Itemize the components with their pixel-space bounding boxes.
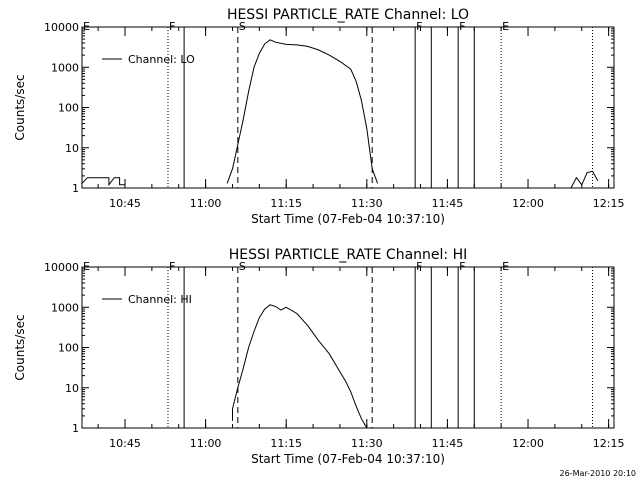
chart-panel-lo: HESSI PARTICLE_RATE Channel: LO Counts/se… [13, 7, 624, 226]
y-axis-label: Counts/sec [13, 74, 27, 140]
legend-label: Channel: LO [128, 53, 195, 66]
chart-panel-hi: HESSI PARTICLE_RATE Channel: HI Counts/se… [13, 247, 624, 466]
series-line [570, 170, 599, 189]
x-tick-label: 11:00 [190, 437, 222, 450]
event-marker-label: S [239, 20, 246, 33]
legend-label: Channel: HI [128, 293, 192, 306]
x-tick-label: 11:15 [270, 197, 302, 210]
x-tick-label: 11:00 [190, 197, 222, 210]
y-tick-label: 1 [72, 182, 79, 195]
y-tick-label: 1000 [51, 301, 79, 314]
event-marker-label: S [239, 260, 246, 273]
event-marker-label: E [502, 20, 509, 33]
series-line [226, 39, 379, 184]
y-tick-label: 10 [65, 382, 79, 395]
plot-frame [81, 266, 615, 429]
x-tick-label: 12:00 [512, 197, 544, 210]
plot-frame [81, 26, 615, 189]
event-marker-label: F [416, 20, 422, 33]
y-tick-label: 10 [65, 142, 79, 155]
event-marker-label: F [416, 260, 422, 273]
event-marker-label: E [502, 260, 509, 273]
footer-timestamp: 26-Mar-2010 20:10 [560, 469, 637, 478]
y-tick-label: 1 [72, 422, 79, 435]
x-axis-label: Start Time (07-Feb-04 10:37:10) [251, 212, 445, 226]
event-marker-label: F [169, 260, 175, 273]
x-tick-label: 10:45 [109, 197, 141, 210]
event-marker-label: F [459, 260, 465, 273]
event-marker-label: E [83, 20, 90, 33]
series-line [232, 304, 368, 429]
series-line [81, 177, 125, 187]
event-marker-label: F [459, 20, 465, 33]
x-tick-label: 11:30 [351, 197, 383, 210]
y-axis-label: Counts/sec [13, 314, 27, 380]
y-tick-label: 100 [58, 102, 79, 115]
x-tick-label: 12:15 [593, 197, 625, 210]
chart-title: HESSI PARTICLE_RATE Channel: HI [229, 247, 467, 263]
x-tick-label: 11:15 [270, 437, 302, 450]
x-axis-label: Start Time (07-Feb-04 10:37:10) [251, 452, 445, 466]
y-tick-label: 100 [58, 342, 79, 355]
y-tick-label: 1000 [51, 61, 79, 74]
chart-title: HESSI PARTICLE_RATE Channel: LO [227, 7, 469, 23]
x-tick-label: 12:15 [593, 437, 625, 450]
x-tick-label: 11:45 [432, 437, 464, 450]
y-tick-label: 10000 [44, 21, 79, 34]
y-tick-label: 10000 [44, 261, 79, 274]
x-tick-label: 11:30 [351, 437, 383, 450]
x-tick-label: 11:45 [432, 197, 464, 210]
x-tick-label: 12:00 [512, 437, 544, 450]
event-marker-label: F [169, 20, 175, 33]
x-tick-label: 10:45 [109, 437, 141, 450]
event-marker-label: E [83, 260, 90, 273]
